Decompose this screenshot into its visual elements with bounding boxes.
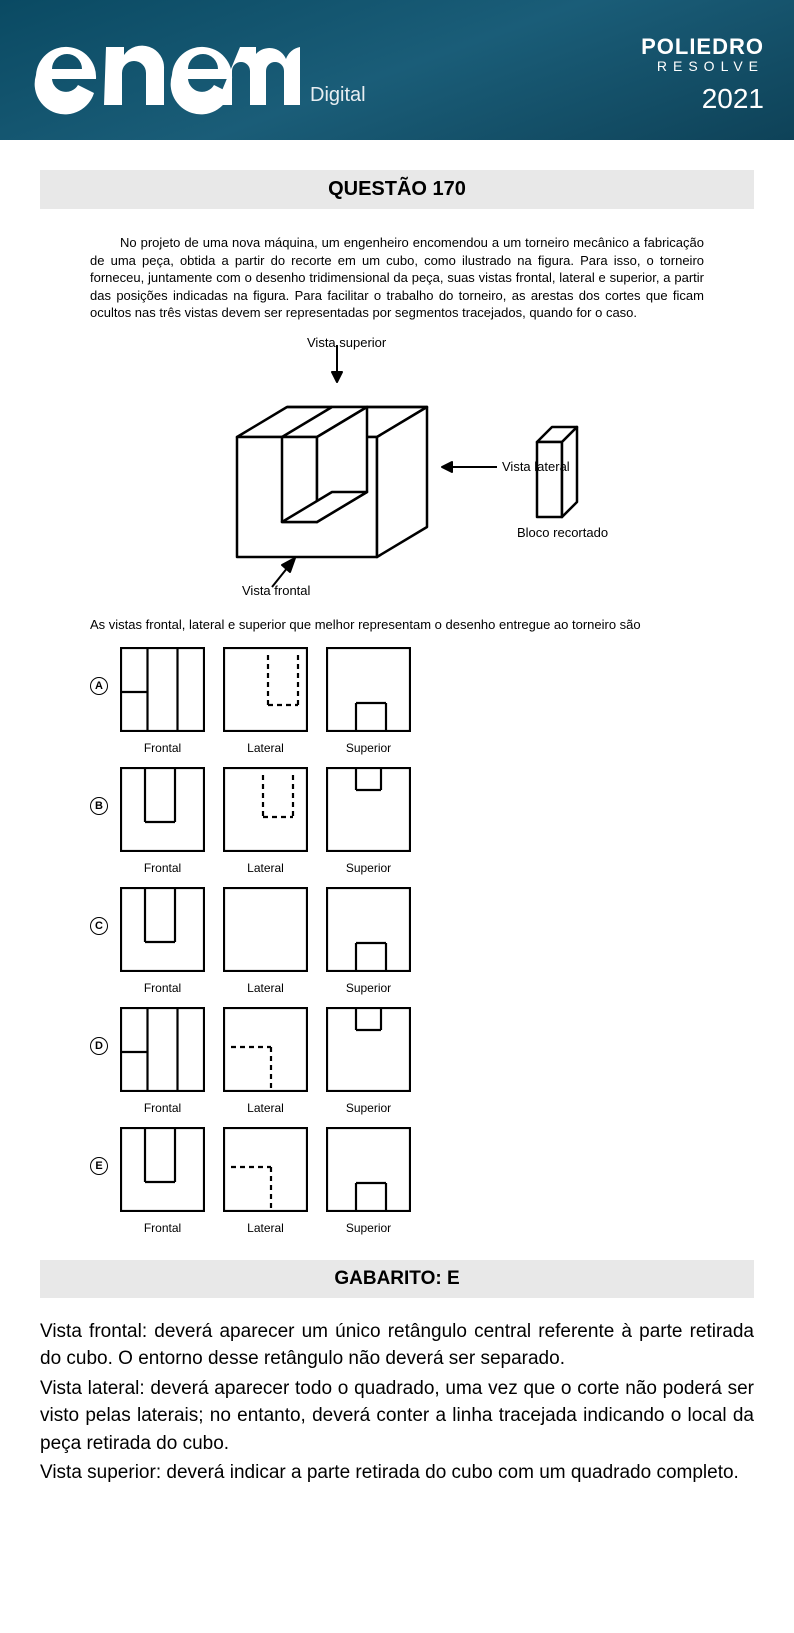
question-aftertext: As vistas frontal, lateral e superior qu… bbox=[90, 617, 704, 632]
question-title: QUESTÃO 170 bbox=[40, 170, 754, 209]
view-label: Superior bbox=[326, 981, 411, 995]
option-letter: A bbox=[90, 677, 108, 695]
option-a: A Frontal Lateral Superior bbox=[90, 647, 754, 755]
option-letter: B bbox=[90, 797, 108, 815]
main-figure: Vista superior Vista lateral Vista front… bbox=[40, 337, 754, 602]
view-lateral: Lateral bbox=[223, 1007, 308, 1115]
view-superior: Superior bbox=[326, 887, 411, 995]
view-lateral: Lateral bbox=[223, 647, 308, 755]
brand-top: POLIEDRO bbox=[641, 36, 764, 58]
view-label: Lateral bbox=[223, 1101, 308, 1115]
option-b: B Frontal Lateral Superior bbox=[90, 767, 754, 875]
brand-sub: RESOLVE bbox=[641, 58, 764, 75]
view-label: Superior bbox=[326, 741, 411, 755]
view-label: Lateral bbox=[223, 1221, 308, 1235]
answer-title: GABARITO: E bbox=[40, 1260, 754, 1298]
header-subtitle: Digital bbox=[310, 84, 366, 107]
fig-label-side: Vista lateral bbox=[502, 459, 570, 474]
header-left: Digital bbox=[30, 35, 366, 115]
fig-label-block: Bloco recortado bbox=[517, 525, 608, 540]
view-frontal: Frontal bbox=[120, 887, 205, 995]
option-letter: E bbox=[90, 1157, 108, 1175]
view-label: Frontal bbox=[120, 1221, 205, 1235]
view-frontal: Frontal bbox=[120, 1007, 205, 1115]
answer-explanation: Vista frontal: deverá aparecer um único … bbox=[40, 1318, 754, 1487]
view-label: Frontal bbox=[120, 861, 205, 875]
view-superior: Superior bbox=[326, 647, 411, 755]
view-label: Superior bbox=[326, 861, 411, 875]
page-content: QUESTÃO 170 No projeto de uma nova máqui… bbox=[0, 140, 794, 1529]
options-list: A Frontal Lateral Superior B Frontal bbox=[90, 647, 754, 1235]
view-superior: Superior bbox=[326, 1127, 411, 1235]
view-label: Frontal bbox=[120, 741, 205, 755]
fig-label-front: Vista frontal bbox=[242, 583, 311, 597]
option-letter: D bbox=[90, 1037, 108, 1055]
view-label: Superior bbox=[326, 1221, 411, 1235]
enem-logo bbox=[30, 35, 300, 115]
view-lateral: Lateral bbox=[223, 767, 308, 875]
view-label: Frontal bbox=[120, 1101, 205, 1115]
view-label: Superior bbox=[326, 1101, 411, 1115]
view-frontal: Frontal bbox=[120, 767, 205, 875]
question-statement: No projeto de uma nova máquina, um engen… bbox=[90, 234, 704, 322]
view-superior: Superior bbox=[326, 1007, 411, 1115]
view-superior: Superior bbox=[326, 767, 411, 875]
view-label: Lateral bbox=[223, 981, 308, 995]
option-c: C Frontal Lateral Superior bbox=[90, 887, 754, 995]
view-lateral: Lateral bbox=[223, 887, 308, 995]
option-d: D Frontal Lateral Superior bbox=[90, 1007, 754, 1115]
fig-label-top: Vista superior bbox=[307, 337, 387, 350]
page-header: Digital POLIEDRO RESOLVE 2021 bbox=[0, 0, 794, 140]
option-letter: C bbox=[90, 917, 108, 935]
view-label: Frontal bbox=[120, 981, 205, 995]
view-frontal: Frontal bbox=[120, 647, 205, 755]
view-label: Lateral bbox=[223, 861, 308, 875]
header-year: 2021 bbox=[641, 83, 764, 115]
header-right: POLIEDRO RESOLVE 2021 bbox=[641, 36, 764, 115]
view-lateral: Lateral bbox=[223, 1127, 308, 1235]
view-label: Lateral bbox=[223, 741, 308, 755]
option-e: E Frontal Lateral Superior bbox=[90, 1127, 754, 1235]
view-frontal: Frontal bbox=[120, 1127, 205, 1235]
